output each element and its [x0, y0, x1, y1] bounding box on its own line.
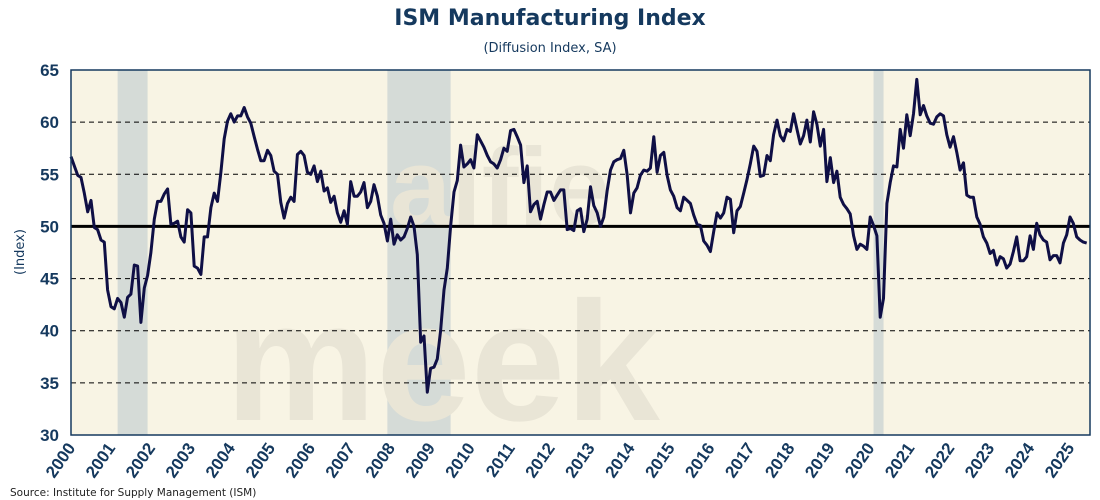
y-tick-55: 55 [40, 165, 59, 184]
x-tick-2018: 2018 [761, 439, 798, 481]
y-tick-40: 40 [40, 322, 59, 341]
recession-band-0 [117, 70, 148, 435]
y-tick-45: 45 [40, 270, 59, 289]
y-tick-35: 35 [40, 374, 59, 393]
series-line-ism [69, 77, 1088, 394]
chart-title: ISM Manufacturing Index [394, 6, 706, 31]
x-tick-2020: 2020 [841, 439, 878, 481]
x-tick-2003: 2003 [162, 439, 199, 481]
recession-band-1 [387, 70, 451, 435]
y-axis-label: (Index) [13, 229, 28, 275]
plot-background [71, 70, 1090, 435]
y-tick-65: 65 [40, 61, 59, 80]
y-axis-ticks: 30 35 40 45 50 55 60 65 [40, 61, 59, 445]
x-tick-2002: 2002 [122, 439, 159, 481]
y-tick-50: 50 [40, 217, 59, 236]
x-tick-2021: 2021 [881, 439, 918, 481]
x-tick-2017: 2017 [721, 439, 758, 481]
chart-subtitle: (Diffusion Index, SA) [483, 41, 617, 56]
y-tick-30: 30 [40, 426, 59, 445]
plot-frame [70, 69, 1091, 436]
x-tick-2001: 2001 [82, 439, 119, 481]
source-note: Source: Institute for Supply Management … [10, 487, 257, 499]
x-tick-2025: 2025 [1041, 439, 1078, 481]
x-tick-2019: 2019 [801, 439, 838, 481]
y-tick-60: 60 [40, 113, 59, 132]
x-tick-2023: 2023 [961, 439, 998, 481]
x-tick-2000: 2000 [42, 439, 79, 481]
x-tick-2022: 2022 [921, 439, 958, 481]
watermark-text-top: alfie [390, 126, 610, 249]
x-tick-2016: 2016 [681, 439, 718, 481]
gridlines [71, 121, 1090, 384]
x-tick-2024: 2024 [1001, 439, 1039, 481]
x-axis-ticks: 2000 2001 2002 2003 2004 2005 2006 2007 2008 2009… [42, 439, 1078, 481]
